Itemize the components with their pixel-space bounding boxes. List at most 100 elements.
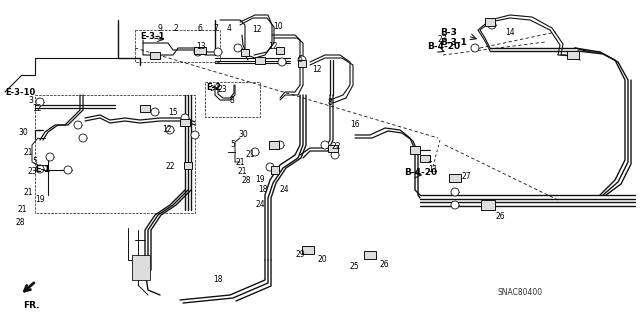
Bar [567, 51, 579, 59]
Text: 16: 16 [350, 120, 360, 129]
Text: 19: 19 [255, 175, 264, 184]
Text: E-1: E-1 [35, 165, 50, 174]
Circle shape [321, 141, 329, 149]
Circle shape [451, 188, 459, 196]
Text: B-3-1: B-3-1 [440, 38, 467, 47]
Text: 22: 22 [332, 142, 342, 151]
Bar [135, 30, 220, 62]
Circle shape [181, 114, 189, 122]
Text: 21: 21 [245, 150, 255, 159]
Circle shape [151, 108, 159, 116]
Bar [180, 118, 190, 125]
Circle shape [266, 163, 274, 171]
Circle shape [298, 56, 306, 64]
Text: 12: 12 [162, 125, 172, 134]
Bar [410, 146, 420, 154]
Bar [132, 255, 150, 280]
Text: 1: 1 [427, 155, 432, 164]
Text: SNAC80400: SNAC80400 [498, 288, 543, 297]
Bar [298, 60, 306, 66]
Text: 13: 13 [196, 42, 205, 51]
Text: 25: 25 [350, 262, 360, 271]
Text: 9: 9 [157, 24, 162, 33]
Bar [481, 200, 495, 210]
Circle shape [276, 141, 284, 149]
Text: 30: 30 [18, 128, 28, 137]
Text: 12: 12 [312, 65, 321, 74]
Text: 18: 18 [213, 275, 223, 284]
Text: 5: 5 [32, 157, 37, 166]
Text: E-2: E-2 [206, 83, 221, 92]
Text: 12: 12 [252, 25, 262, 34]
Circle shape [488, 21, 496, 29]
Text: 23: 23 [218, 85, 228, 94]
Text: 15: 15 [168, 108, 178, 117]
Bar [140, 105, 150, 112]
Text: 22: 22 [165, 162, 175, 171]
Text: 19: 19 [35, 195, 45, 204]
Circle shape [64, 166, 72, 174]
Text: 21: 21 [24, 188, 33, 197]
Circle shape [46, 153, 54, 161]
Bar [269, 141, 279, 149]
Circle shape [74, 121, 82, 129]
Text: 3: 3 [28, 96, 33, 105]
Text: B-4-20: B-4-20 [427, 42, 460, 51]
Text: 26: 26 [495, 212, 504, 221]
Text: 5: 5 [230, 140, 235, 149]
Text: 10: 10 [273, 22, 283, 31]
Text: 26: 26 [380, 260, 390, 269]
Text: 4: 4 [227, 24, 232, 33]
Text: 7: 7 [213, 24, 218, 33]
Circle shape [251, 148, 259, 156]
Bar [35, 95, 195, 213]
Text: 21: 21 [238, 167, 248, 176]
Text: 18: 18 [258, 185, 268, 194]
Bar [255, 56, 265, 63]
Circle shape [191, 131, 199, 139]
Circle shape [278, 58, 286, 66]
Bar [150, 51, 160, 58]
Bar [420, 154, 430, 161]
Bar [194, 47, 206, 54]
Bar [241, 48, 249, 56]
Text: 12: 12 [32, 104, 42, 113]
Bar [205, 82, 260, 117]
Text: 28: 28 [242, 176, 252, 185]
Circle shape [36, 165, 44, 173]
Bar [271, 166, 279, 174]
Text: 6: 6 [197, 24, 202, 33]
Text: 11: 11 [428, 165, 438, 174]
Circle shape [234, 44, 242, 52]
Circle shape [79, 134, 87, 142]
Circle shape [36, 98, 44, 106]
Text: E-3-10: E-3-10 [5, 88, 35, 97]
Text: 21: 21 [235, 158, 244, 167]
Text: 27: 27 [462, 172, 472, 181]
Text: 30: 30 [238, 130, 248, 139]
Text: 14: 14 [505, 28, 515, 37]
Text: 28: 28 [15, 218, 24, 227]
Text: FR.: FR. [23, 301, 40, 310]
Bar [364, 251, 376, 259]
Text: 12: 12 [268, 42, 278, 51]
Circle shape [194, 48, 202, 56]
Bar [449, 174, 461, 182]
Text: B-3: B-3 [440, 28, 457, 37]
Bar [302, 246, 314, 254]
Text: 24: 24 [255, 200, 264, 209]
Text: 2: 2 [173, 24, 178, 33]
Circle shape [471, 44, 479, 52]
Text: 8: 8 [230, 96, 235, 105]
Bar [485, 18, 495, 26]
Circle shape [214, 48, 222, 56]
Bar [184, 161, 192, 168]
Circle shape [166, 126, 174, 134]
Text: 24: 24 [280, 185, 290, 194]
Bar [328, 145, 338, 152]
Text: B-4-20: B-4-20 [404, 168, 437, 177]
Text: E-3-1: E-3-1 [140, 32, 164, 41]
Text: 27: 27 [437, 35, 447, 44]
Text: 21: 21 [18, 205, 28, 214]
Bar [276, 47, 284, 54]
